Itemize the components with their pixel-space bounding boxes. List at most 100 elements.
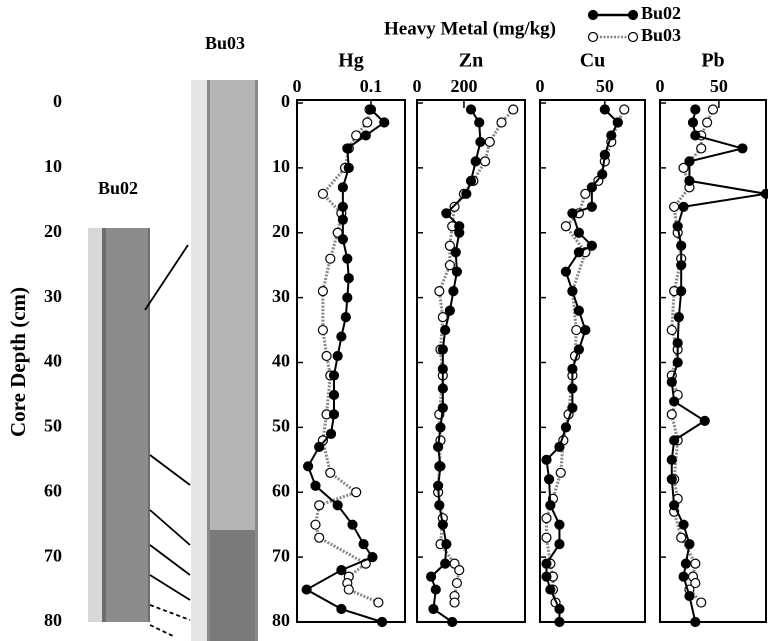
data-point xyxy=(449,287,458,296)
data-point xyxy=(542,559,551,568)
data-point xyxy=(561,222,570,231)
data-point xyxy=(587,183,596,192)
data-point xyxy=(481,157,490,166)
y-tick-label: 40 xyxy=(272,351,290,371)
x-tick-label: 0.1 xyxy=(360,76,383,96)
data-point xyxy=(598,170,607,179)
data-point xyxy=(438,403,447,412)
data-point xyxy=(329,390,338,399)
data-point xyxy=(311,520,320,529)
legend-label: Bu03 xyxy=(641,25,681,45)
data-point xyxy=(363,118,372,127)
data-point xyxy=(697,598,706,607)
correlation-arrows xyxy=(145,245,190,637)
data-point xyxy=(348,520,357,529)
data-point xyxy=(542,514,551,523)
y-tick-label: 80 xyxy=(272,610,290,630)
data-point xyxy=(304,462,313,471)
data-point xyxy=(343,254,352,263)
y-tick-label: 60 xyxy=(44,480,62,500)
data-point xyxy=(620,105,629,114)
data-point xyxy=(445,306,454,315)
x-tick-label: 0 xyxy=(413,76,422,96)
data-point xyxy=(677,241,686,250)
core-label: Bu03 xyxy=(205,33,245,53)
data-point xyxy=(677,533,686,542)
data-point xyxy=(438,384,447,393)
panel-title: Pb xyxy=(701,50,724,72)
data-point xyxy=(315,533,324,542)
data-point xyxy=(337,566,346,575)
data-point xyxy=(555,442,564,451)
legend-marker xyxy=(589,11,598,20)
data-point xyxy=(441,326,450,335)
data-point xyxy=(427,572,436,581)
data-point xyxy=(673,358,682,367)
data-point xyxy=(329,371,338,380)
data-point xyxy=(677,287,686,296)
legend-marker xyxy=(589,33,598,42)
data-point xyxy=(568,403,577,412)
data-point xyxy=(600,105,609,114)
data-point xyxy=(568,384,577,393)
panel-title: Hg xyxy=(338,50,364,72)
data-point xyxy=(322,352,331,361)
y-tick-label: 80 xyxy=(44,610,62,630)
data-point xyxy=(352,488,361,497)
x-tick-label: 200 xyxy=(450,76,477,96)
data-point xyxy=(436,462,445,471)
data-point xyxy=(572,326,581,335)
data-point xyxy=(450,202,459,211)
y-tick-label: 10 xyxy=(272,156,290,176)
data-point xyxy=(613,118,622,127)
data-point xyxy=(485,137,494,146)
data-point xyxy=(380,118,389,127)
x-tick-label: 50 xyxy=(710,76,728,96)
data-point xyxy=(568,287,577,296)
data-point xyxy=(442,209,451,218)
y-tick-label: 0 xyxy=(53,91,62,111)
data-point xyxy=(318,189,327,198)
data-point xyxy=(338,183,347,192)
data-point xyxy=(438,520,447,529)
y-tick-label: 20 xyxy=(44,221,62,241)
data-point xyxy=(700,416,709,425)
data-point xyxy=(438,345,447,354)
data-point xyxy=(352,131,361,140)
data-point xyxy=(677,261,686,270)
data-point xyxy=(607,131,616,140)
data-point xyxy=(436,423,445,432)
data-point xyxy=(366,105,375,114)
data-point xyxy=(344,163,353,172)
y-tick-label: 70 xyxy=(272,545,290,565)
data-point xyxy=(674,313,683,322)
data-point xyxy=(679,202,688,211)
data-point xyxy=(448,618,457,627)
data-point xyxy=(685,592,694,601)
data-point xyxy=(462,189,471,198)
data-point xyxy=(497,118,506,127)
data-point xyxy=(343,144,352,153)
data-point xyxy=(438,313,447,322)
data-point xyxy=(679,572,688,581)
data-point xyxy=(315,501,324,510)
data-point xyxy=(667,377,676,386)
data-point xyxy=(327,429,336,438)
data-point xyxy=(343,293,352,302)
data-point xyxy=(703,118,712,127)
legend-marker xyxy=(629,11,638,20)
data-point xyxy=(587,241,596,250)
data-point xyxy=(467,105,476,114)
data-point xyxy=(568,364,577,373)
data-point xyxy=(467,176,476,185)
data-point xyxy=(673,339,682,348)
data-point xyxy=(455,566,464,575)
data-point xyxy=(546,501,555,510)
data-point xyxy=(670,202,679,211)
data-point xyxy=(546,585,555,594)
data-point xyxy=(691,559,700,568)
data-point xyxy=(326,468,335,477)
data-point xyxy=(434,481,443,490)
bu02-ruler xyxy=(88,228,102,622)
panel-frame xyxy=(297,100,405,622)
